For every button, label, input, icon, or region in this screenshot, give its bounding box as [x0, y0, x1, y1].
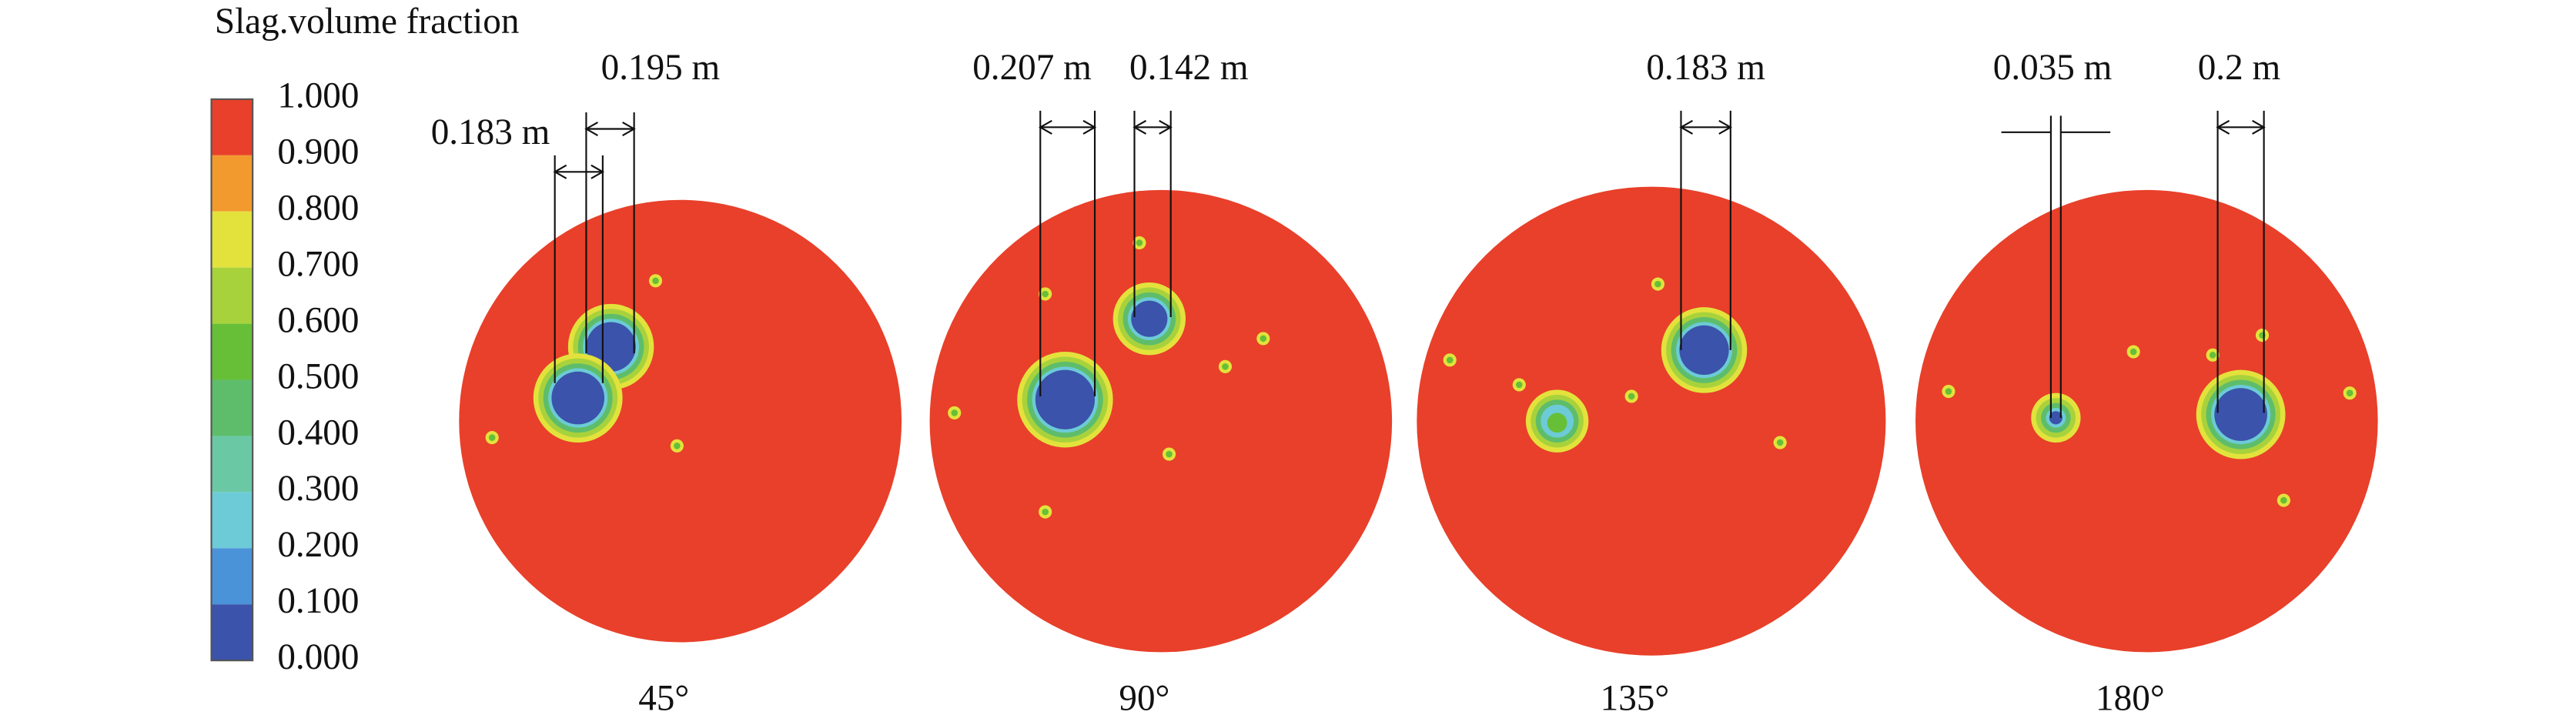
- slag-core: [1035, 369, 1096, 429]
- dimension-label: 0.183 m: [1646, 48, 1765, 88]
- panel-label: 135°: [1601, 679, 1670, 719]
- slag-core: [2214, 388, 2267, 441]
- colorbar-tick-label: 0.500: [277, 356, 359, 396]
- slag-droplet-core: [1776, 439, 1784, 446]
- slag-core: [2049, 411, 2062, 425]
- slag-droplet-core: [1654, 280, 1661, 288]
- contour-disk: [1417, 186, 1886, 656]
- slag-droplet-core: [674, 443, 681, 449]
- slag-core: [551, 371, 605, 425]
- slag-droplet-core: [2129, 348, 2137, 356]
- slag-droplet-core: [2346, 389, 2354, 396]
- colorbar-segment: [211, 211, 253, 268]
- slag-core: [1131, 300, 1168, 337]
- contour-disk: [459, 199, 902, 643]
- arrow-head: [2216, 119, 2266, 135]
- slag-droplet-core: [1628, 393, 1635, 400]
- arrow-head: [1039, 119, 1097, 135]
- colorbar-tick-label: 0.900: [277, 132, 359, 172]
- dimension-label: 0.142 m: [1129, 48, 1249, 88]
- arrow-head: [1132, 119, 1173, 135]
- colorbar-segment: [211, 155, 253, 212]
- colorbar-tick-label: 0.600: [277, 300, 359, 340]
- slag-droplet-core: [2209, 352, 2216, 359]
- colorbar-tick-label: 0.200: [277, 525, 359, 565]
- colorbar-segment: [211, 267, 253, 324]
- slag-droplet-core: [1260, 335, 1267, 342]
- slag-droplet-core: [488, 434, 496, 441]
- panel-label: 45°: [638, 679, 689, 719]
- arrow-head: [1679, 119, 1732, 135]
- slag-droplet-core: [1446, 356, 1454, 364]
- slag-droplet-core: [1166, 450, 1173, 458]
- colorbar-segment: [211, 548, 253, 605]
- slag-droplet-core: [2280, 496, 2287, 504]
- colorbar-segment: [211, 492, 253, 549]
- dimension-label: 0.183 m: [431, 112, 550, 152]
- dimension-label: 0.195 m: [601, 48, 721, 88]
- slag-droplet-core: [1136, 239, 1143, 246]
- panel-label: 180°: [2096, 679, 2165, 719]
- colorbar-segment: [211, 604, 253, 661]
- colorbar-title: Slag.volume fraction: [215, 2, 520, 42]
- contour-disk: [929, 189, 1393, 653]
- colorbar-tick-label: 0.000: [277, 637, 359, 677]
- slag-droplet-core: [652, 277, 659, 285]
- slag-droplet-core: [951, 409, 958, 416]
- colorbar-tick-label: 0.800: [277, 189, 359, 229]
- slag-droplet-core: [1945, 388, 1952, 395]
- dimension-label: 0.2 m: [2198, 48, 2280, 88]
- colorbar-segment: [211, 323, 253, 380]
- colorbar-frame: [210, 98, 254, 662]
- dimension-label: 0.035 m: [1993, 48, 2113, 88]
- colorbar-tick-label: 0.700: [277, 244, 359, 284]
- colorbar-tick-label: 0.300: [277, 469, 359, 509]
- colorbar-tick-label: 1.000: [277, 76, 359, 116]
- arrow-head: [584, 121, 636, 137]
- dimension-label: 0.207 m: [972, 48, 1092, 88]
- colorbar-tick-label: 0.100: [277, 581, 359, 621]
- arrow-head: [553, 164, 605, 179]
- slag-contour: [1547, 413, 1567, 433]
- slag-core: [1679, 325, 1729, 376]
- panel-label: 90°: [1119, 679, 1169, 719]
- colorbar-segment: [211, 99, 253, 155]
- colorbar-segment: [211, 379, 253, 436]
- slag-droplet-core: [1222, 363, 1229, 370]
- slag-droplet-core: [1042, 290, 1049, 298]
- slag-droplet-core: [1515, 381, 1523, 389]
- colorbar-tick-label: 0.400: [277, 413, 359, 453]
- slag-droplet-core: [1042, 508, 1049, 516]
- contour-disk: [1915, 189, 2378, 653]
- colorbar-segment: [211, 436, 253, 493]
